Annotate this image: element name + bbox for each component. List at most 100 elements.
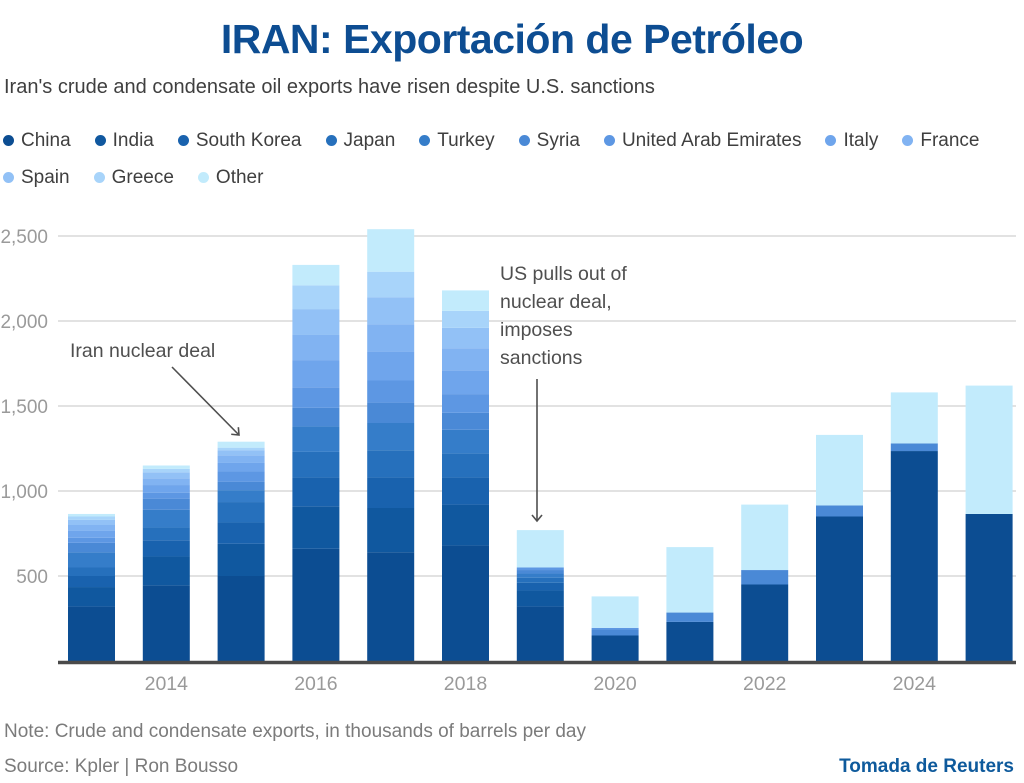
annotation-text-iran-nuclear-deal: Iran nuclear deal [70, 340, 215, 362]
legend-item-china: China [3, 128, 71, 154]
legend-item-spain: Spain [3, 165, 70, 191]
legend-item-united-arab-emirates: United Arab Emirates [603, 128, 802, 154]
bar-segment-2024-china [890, 451, 938, 662]
bar-segment-2016-italy [292, 360, 340, 388]
bar-segment-2014-spain [142, 472, 190, 479]
bar-segment-2015-china [217, 576, 265, 662]
bar-segment-2017-other [367, 229, 415, 273]
bar-segment-2013-turkey [68, 552, 115, 568]
legend-dot-icon [3, 172, 14, 183]
legend-label: United Arab Emirates [621, 130, 802, 152]
bar-segment-2017-turkey [367, 423, 415, 451]
bar-segment-2014-south-korea [142, 540, 190, 557]
bar-segment-2014-greece [142, 469, 190, 473]
bar-segment-2018-greece [442, 311, 489, 329]
bar-segment-2020-united-arab-emirates [591, 628, 639, 630]
x-axis-label-2014: 2014 [145, 673, 189, 695]
bar-segment-2015-south-korea [217, 522, 265, 545]
legend-dot-icon [3, 135, 14, 147]
legend-dot-icon [902, 135, 914, 147]
chart-subtitle: Iran's crude and condensate oil exports … [4, 76, 655, 99]
legend-label: Greece [111, 166, 174, 188]
bar-segment-2015-france [217, 455, 265, 464]
page-title: IRAN: Exportación de Petróleo [220, 16, 804, 62]
bar-segment-2020-syria [591, 629, 639, 636]
bar-segment-2019-japan [516, 578, 564, 584]
legend-dot-icon [197, 172, 209, 183]
legend-item-other: Other [197, 165, 263, 191]
bar-segment-2023-syria [816, 505, 863, 517]
legend-dot-icon [94, 135, 106, 147]
bar-segment-2016-greece [292, 285, 340, 310]
bar-segment-2017-france [367, 324, 415, 352]
legend-item-turkey: Turkey [419, 128, 495, 154]
bar-segment-2016-south-korea [292, 477, 340, 507]
bar-segment-2023-other [816, 435, 863, 506]
bar-segment-2014-france [142, 478, 190, 486]
bar-segment-2013-other [68, 514, 115, 517]
legend-dot-icon [603, 135, 615, 147]
legend-label: India [112, 130, 154, 152]
bar-segment-2014-china [142, 585, 190, 662]
bar-segment-2014-other [142, 465, 190, 470]
bar-segment-2016-other [292, 265, 340, 286]
bar-segment-2018-other [442, 290, 489, 312]
x-axis-label-2024: 2024 [893, 673, 937, 695]
legend-item-japan: Japan [325, 128, 396, 154]
bar-segment-2018-syria [442, 413, 489, 431]
attribution-text: Tomada de Reuters [839, 756, 1014, 778]
bar-segment-2013-france [68, 525, 115, 532]
bar-segment-2017-japan [367, 450, 415, 478]
bar-segment-2022-syria [741, 570, 789, 585]
note-text: Note: Crude and condensate exports, in t… [4, 721, 586, 743]
bar-segment-2016-japan [292, 452, 340, 478]
bar-segment-2022-china [741, 584, 789, 662]
bar-segment-2013-spain [68, 520, 115, 526]
bar-segment-2018-china [442, 545, 489, 662]
bar-segment-2014-turkey [142, 510, 190, 528]
y-axis-label: 500 [16, 567, 48, 588]
bar-segment-2013-japan [68, 567, 115, 577]
bar-segment-2025-other [965, 385, 1013, 515]
bar-segment-2019-turkey [516, 573, 564, 579]
legend-dot-icon [177, 135, 189, 147]
x-axis-label-2018: 2018 [444, 673, 487, 695]
bar-segment-2020-other [591, 596, 639, 629]
bar-segment-2021-other [666, 547, 714, 613]
bar-segment-2021-syria [666, 612, 714, 623]
legend-label: China [21, 130, 71, 152]
bar-segment-2019-south-korea [516, 583, 564, 591]
legend-item-greece: Greece [93, 165, 174, 191]
legend-label: Japan [343, 130, 396, 152]
legend-item-italy: Italy [825, 128, 878, 154]
bar-segment-2024-syria [890, 443, 938, 452]
bar-segment-2022-other [741, 504, 789, 571]
bar-segment-2016-syria [292, 408, 340, 427]
bar-segment-2015-turkey [217, 490, 265, 503]
x-axis-label-2016: 2016 [294, 673, 337, 695]
bar-segment-2019-syria [516, 570, 564, 574]
bar-segment-2018-turkey [442, 430, 489, 454]
bar-segment-2015-united-arab-emirates [217, 471, 265, 482]
bar-segment-2013-syria [68, 543, 115, 553]
bar-segment-2018-south-korea [442, 477, 489, 505]
legend-label: Italy [843, 130, 879, 152]
bar-segment-2020-china [591, 635, 639, 662]
bar-segment-2015-spain [217, 450, 265, 456]
x-axis-label-2022: 2022 [743, 673, 786, 695]
y-axis-label: 2,500 [0, 227, 48, 248]
source-row: Source: Kpler | Ron Bousso Tomada de Reu… [4, 756, 1024, 778]
legend-item-india: India [94, 128, 154, 154]
bar-segment-2013-united-arab-emirates [68, 538, 115, 544]
bar-segment-2017-india [367, 508, 415, 553]
bar-segment-2019-india [516, 590, 564, 607]
bar-segment-2016-turkey [292, 426, 340, 453]
bar-segment-2013-south-korea [68, 576, 115, 588]
bar-segment-2019-other [516, 530, 564, 568]
source-text: Source: Kpler | Ron Bousso [4, 756, 239, 778]
chart-canvas: 500 1,000 1,500 2,000 2,500 2014 2016 2018 2020 2… [0, 227, 1016, 695]
bar-segment-2014-india [142, 556, 190, 586]
legend-item-france: France [902, 128, 979, 154]
bar-segment-2015-india [217, 544, 265, 577]
bar-segment-2018-india [442, 504, 489, 546]
